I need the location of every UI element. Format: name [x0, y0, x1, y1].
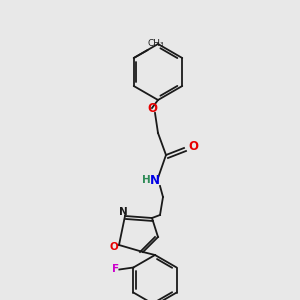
Text: O: O — [147, 101, 157, 115]
Text: F: F — [112, 265, 119, 275]
Text: O: O — [188, 140, 198, 152]
Text: CH₃: CH₃ — [148, 39, 164, 48]
Text: N: N — [118, 207, 127, 217]
Text: O: O — [110, 242, 118, 252]
Text: H: H — [142, 175, 150, 185]
Text: N: N — [150, 173, 160, 187]
